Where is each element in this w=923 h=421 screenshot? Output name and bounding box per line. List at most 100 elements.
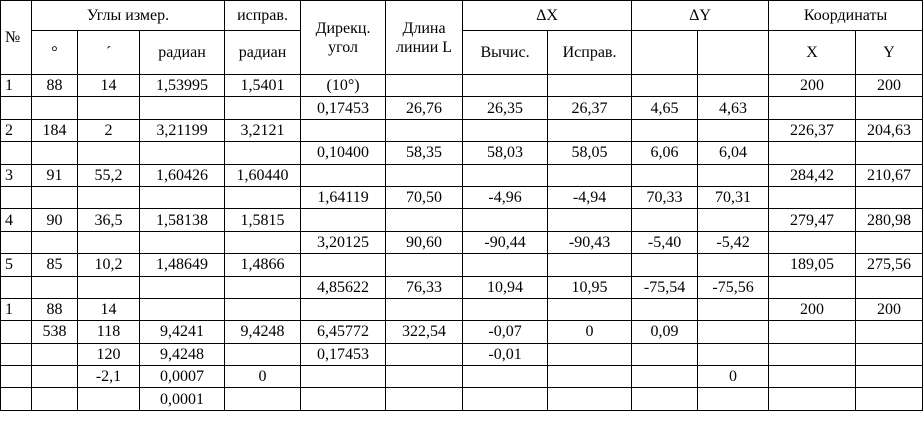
- table-cell: [547, 365, 633, 389]
- table-cell: 1,53995: [138, 73, 226, 98]
- header-cell: радиан: [138, 30, 226, 75]
- header-cell: [697, 30, 770, 75]
- table-cell: [855, 96, 923, 120]
- table-cell: [31, 387, 78, 411]
- table-cell: [385, 208, 464, 232]
- table-row: 1 88 14 200 200: [0, 297, 923, 322]
- table-cell: [697, 253, 770, 277]
- table-cell: [462, 163, 549, 187]
- table-cell: [77, 387, 140, 411]
- table-cell: [547, 73, 633, 98]
- table-row: 0,17453 26,76 26,35 26,37 4,65 4,63: [0, 96, 923, 120]
- table-cell: [697, 387, 770, 411]
- table-cell: [385, 163, 464, 187]
- header-cell: Исправ.: [547, 30, 633, 75]
- table-cell: [631, 387, 699, 411]
- table-cell: [385, 297, 464, 322]
- table-cell: [768, 96, 857, 120]
- table-cell: 0,0007: [138, 365, 226, 389]
- header-cell: Y: [855, 30, 923, 75]
- table-cell: 26,76: [385, 96, 464, 120]
- table-cell: [31, 275, 78, 299]
- table-cell: 0,0001: [138, 387, 226, 411]
- table-cell: 9,4241: [138, 320, 226, 344]
- table-cell: 70,50: [385, 185, 464, 210]
- table-cell: 189,05: [768, 253, 857, 277]
- table-cell: [138, 96, 226, 120]
- header-cell: Длина линии L: [385, 0, 464, 75]
- table-cell: 9,4248: [224, 320, 302, 344]
- table-row: 3 91 55,2 1,60426 1,60440 284,42 210,67: [0, 163, 923, 187]
- table-cell: [224, 96, 302, 120]
- table-cell: [0, 141, 32, 165]
- table-cell: [0, 387, 32, 411]
- table-cell: 275,56: [855, 253, 923, 277]
- header-cell: №: [0, 0, 32, 75]
- table-cell: [768, 320, 857, 344]
- header-cell: Дирекц. угол: [300, 0, 387, 75]
- table-cell: [0, 320, 32, 344]
- table-cell: 1,5401: [224, 73, 302, 98]
- table-cell: 4,85622: [300, 275, 387, 299]
- table-cell: [855, 275, 923, 299]
- table-body: 1 88 14 1,53995 1,5401 (10°) 200 200 0,17453 26,7…: [0, 73, 923, 411]
- table-cell: [300, 387, 387, 411]
- table-cell: 1,60426: [138, 163, 226, 187]
- table-cell: [0, 96, 32, 120]
- table-cell: [77, 96, 140, 120]
- table-cell: [697, 208, 770, 232]
- table-cell: [547, 387, 633, 411]
- header-cell: ´: [77, 30, 140, 75]
- table-cell: 1,48649: [138, 253, 226, 277]
- table-cell: 88: [31, 73, 78, 98]
- table-cell: 2: [0, 118, 32, 143]
- table-cell: -2,1: [77, 365, 140, 389]
- table-cell: 0: [547, 320, 633, 344]
- table-cell: [631, 163, 699, 187]
- table-cell: [300, 163, 387, 187]
- table-cell: 2: [77, 118, 140, 143]
- table-cell: [462, 365, 549, 389]
- table-cell: 88: [31, 297, 78, 322]
- table-cell: 6,45772: [300, 320, 387, 344]
- table-row: 3,20125 90,60 -90,44 -90,43 -5,40 -5,42: [0, 230, 923, 255]
- table-cell: [31, 230, 78, 255]
- table-cell: 70,31: [697, 185, 770, 210]
- table-cell: [385, 73, 464, 98]
- table-cell: -5,42: [697, 230, 770, 255]
- table-cell: [631, 297, 699, 322]
- table-cell: 184: [31, 118, 78, 143]
- table-cell: [31, 185, 78, 210]
- table-cell: 1,64119: [300, 185, 387, 210]
- table-cell: [31, 96, 78, 120]
- table-cell: 0,17453: [300, 342, 387, 367]
- table-cell: 0,10400: [300, 141, 387, 165]
- table-cell: [224, 230, 302, 255]
- table-cell: [631, 365, 699, 389]
- table-cell: 204,63: [855, 118, 923, 143]
- header-cell: °: [31, 30, 78, 75]
- table-cell: [855, 365, 923, 389]
- table-cell: [0, 185, 32, 210]
- table-cell: 226,37: [768, 118, 857, 143]
- table-cell: [547, 297, 633, 322]
- table-cell: [697, 118, 770, 143]
- table-cell: [855, 320, 923, 344]
- table-cell: 0,09: [631, 320, 699, 344]
- table-cell: [768, 365, 857, 389]
- table-cell: 6,06: [631, 141, 699, 165]
- table-cell: 1,5815: [224, 208, 302, 232]
- header-cell: ΔX: [462, 0, 633, 31]
- table-row: 1 88 14 1,53995 1,5401 (10°) 200 200: [0, 73, 923, 98]
- table-cell: [77, 230, 140, 255]
- table-cell: 120: [77, 342, 140, 367]
- table-cell: [385, 387, 464, 411]
- table-row: 1,64119 70,50 -4,96 -4,94 70,33 70,31: [0, 185, 923, 210]
- table-cell: [768, 185, 857, 210]
- table-cell: 210,67: [855, 163, 923, 187]
- table-cell: [768, 275, 857, 299]
- table-cell: 3,20125: [300, 230, 387, 255]
- table-cell: [224, 297, 302, 322]
- table-cell: [768, 387, 857, 411]
- table-cell: [138, 275, 226, 299]
